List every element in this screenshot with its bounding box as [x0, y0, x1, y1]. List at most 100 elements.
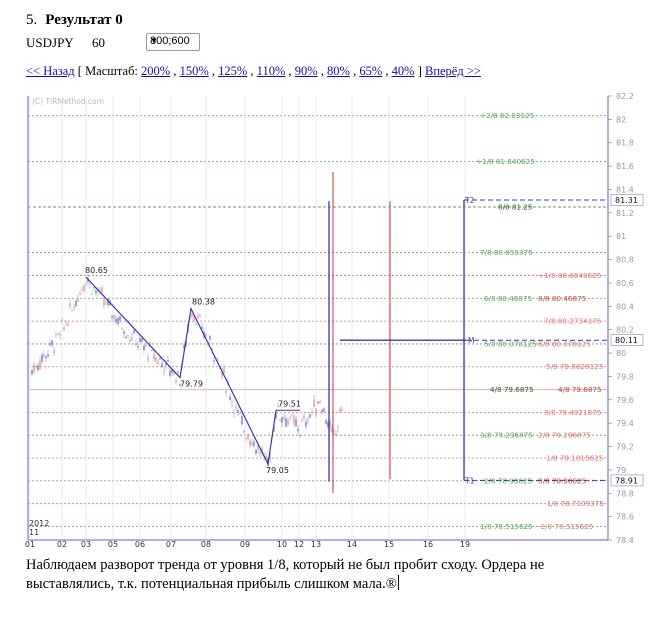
x-date-label: 12 [294, 540, 304, 548]
price-candle-body [225, 391, 227, 393]
x-date-label: 06 [135, 540, 145, 548]
price-candle-body [125, 336, 127, 339]
x-date-label: 08 [201, 540, 211, 548]
price-candle-body [195, 324, 197, 326]
y-tick-label: 80.8 [616, 256, 634, 265]
murrey-level-label: 3/8 79.4921875 [544, 408, 601, 417]
price-badge-label: 78.91 [615, 476, 638, 485]
price-candle-body [49, 342, 51, 346]
result-title: Результат 0 [45, 12, 123, 28]
size-select[interactable]: 800;600 ▼ [146, 33, 200, 51]
murrey-level-label: -2/8 78.515625 [538, 522, 593, 531]
price-candle-body [213, 360, 215, 362]
price-candle-body [103, 297, 105, 306]
murrey-level-label: 7/8 80.2734375 [544, 317, 601, 326]
price-candle-body [157, 361, 159, 365]
x-date-label: 16 [423, 540, 433, 548]
price-candle-body [183, 345, 185, 349]
zoom-link-80[interactable]: 80% [327, 64, 350, 78]
price-chart: (C) TIRMethod.com 82.2 82 81.8 81.6 81.4 81.2 8… [0, 88, 650, 548]
price-candle-body [317, 401, 319, 404]
price-candle-body [155, 357, 157, 362]
murrey-level-label: 6/8 80.46875 [484, 294, 532, 303]
price-candle-body [75, 300, 77, 307]
price-candle-body [71, 310, 73, 312]
murrey-level-label: +1/8 80.6640625 [538, 271, 601, 280]
zoom-link-200[interactable]: 200% [141, 64, 171, 78]
price-candle-body [123, 331, 125, 335]
price-candle-body [223, 367, 225, 373]
price-candle-body [139, 337, 141, 342]
price-candle-body [231, 402, 233, 403]
price-candle-body [235, 407, 237, 409]
y-tick-label: 79.2 [616, 443, 634, 452]
zoom-link-125[interactable]: 125% [218, 64, 248, 78]
price-candle-body [295, 419, 297, 427]
price-candle-body [229, 396, 231, 400]
price-candle-body [205, 333, 207, 337]
chevron-down-icon: ▼ [150, 36, 158, 45]
price-candle-body [163, 370, 165, 372]
zigzag-point-label: 79.05 [266, 466, 289, 475]
price-candle-body [107, 298, 109, 306]
price-candle-body [37, 365, 39, 370]
zoom-link-40[interactable]: 40% [391, 64, 415, 78]
price-candle-body [61, 320, 63, 322]
price-candle-body [117, 317, 119, 325]
y-tick-label: 81.4 [616, 185, 634, 194]
price-candle-body [251, 442, 253, 445]
price-candle-body [129, 340, 131, 342]
mid-marker-label: M [468, 336, 474, 345]
price-candle-body [119, 316, 121, 321]
price-candle-body [179, 384, 181, 387]
murrey-level-label: 8/8 80.46875 [538, 294, 586, 303]
zoom-link-150[interactable]: 150% [179, 64, 209, 78]
price-candle-body [329, 421, 331, 428]
price-candle-body [153, 353, 155, 360]
back-link[interactable]: << Назад [26, 64, 75, 78]
price-candle-body [335, 434, 337, 436]
x-date-label: 13 [311, 540, 321, 548]
price-candle-body [303, 415, 305, 419]
nav-bar: << Назад [ Масштаб: 200% , 150% , 125% ,… [26, 64, 481, 78]
zigzag-point-label: 80.38 [192, 298, 215, 307]
x-date-label: 01 [25, 540, 35, 548]
price-candle-body [95, 290, 97, 294]
price-candle-body [47, 354, 49, 357]
price-candle-body [113, 315, 115, 319]
zoom-link-65[interactable]: 65% [359, 64, 383, 78]
forward-link[interactable]: Вперёд >> [424, 64, 481, 78]
price-candle-body [341, 409, 343, 411]
price-candle-body [111, 315, 113, 318]
price-candle-body [51, 340, 53, 346]
price-candle-body [69, 302, 71, 307]
price-candle-body [93, 286, 95, 288]
price-badge-box [610, 474, 644, 487]
zigzag-line [85, 276, 277, 467]
zoom-link-110[interactable]: 110% [256, 64, 286, 78]
price-candle-body [67, 323, 69, 326]
x-date-label: 19 [460, 540, 470, 548]
price-candle-body [63, 327, 65, 331]
price-candle-body [171, 369, 173, 373]
price-candle-body [45, 356, 47, 359]
price-candle-body [33, 364, 35, 372]
price-candle-body [175, 380, 177, 383]
y-tick-label: 79 [616, 466, 626, 475]
price-candle-body [327, 422, 329, 427]
price-candle-body [53, 349, 55, 354]
symbol-label: USDJPY [26, 35, 74, 50]
price-candle-body [83, 285, 85, 291]
price-candle-body [287, 420, 289, 425]
price-badge-label: 80.11 [615, 336, 638, 345]
zoom-link-90[interactable]: 90% [294, 64, 318, 78]
y-tick-label: 81.6 [616, 162, 634, 171]
murrey-level-label: 5/8 80.078125 [484, 339, 537, 348]
price-candle-body [337, 426, 339, 429]
price-candle-body [281, 417, 283, 423]
y-tick-label: 80.4 [616, 302, 634, 311]
price-candle-body [55, 334, 57, 336]
price-candle-body [173, 372, 175, 375]
result-heading: 5. Результат 0 [26, 12, 123, 29]
price-candle-body [255, 449, 257, 454]
